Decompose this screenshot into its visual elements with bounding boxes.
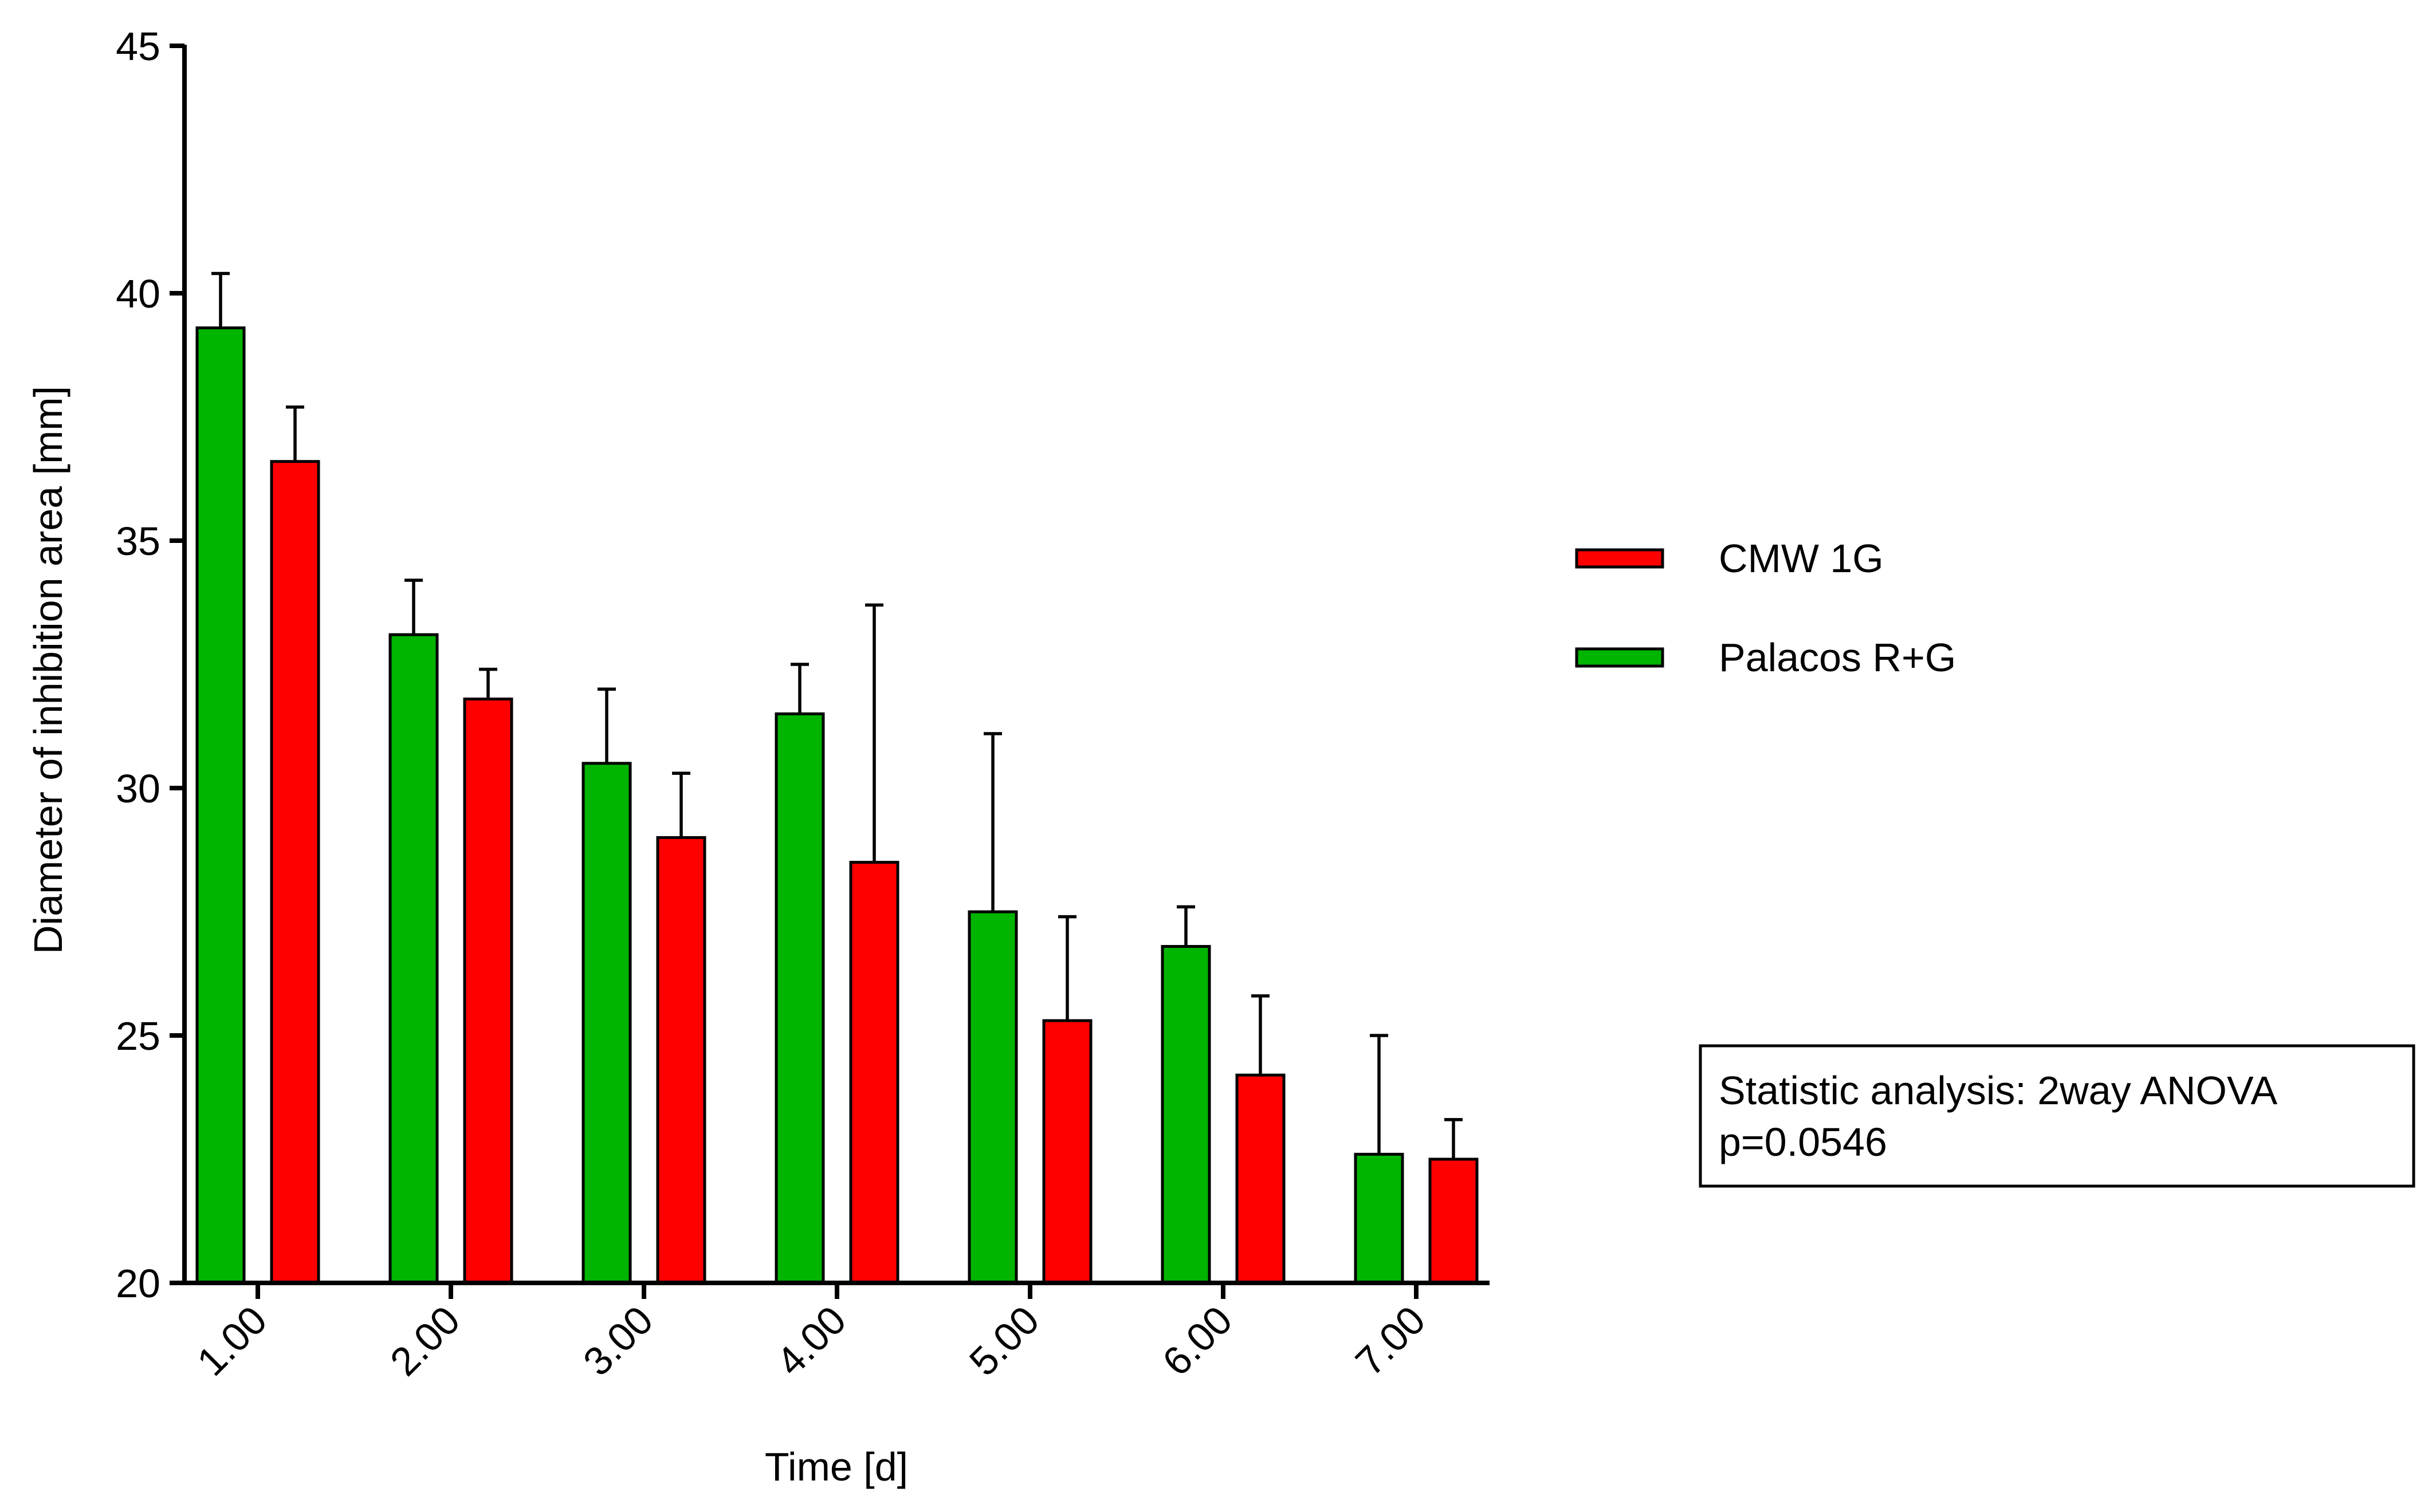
bar-cmw-1g-7 xyxy=(1428,1157,1479,1285)
error-bar-palacos-r-g-3 xyxy=(598,687,616,763)
annotation-line-1: Statistic analysis: 2way ANOVA xyxy=(1719,1068,2277,1113)
error-bar-cmw-1g-7 xyxy=(1444,1118,1463,1159)
annotation-line-2: p=0.0546 xyxy=(1719,1120,1887,1164)
x-tick-label-3: 3.00 xyxy=(575,1297,661,1384)
bar-palacos-r-g-3 xyxy=(582,762,632,1285)
y-tick-label-30: 30 xyxy=(116,766,160,811)
y-ticks-layer: 20 25 30 35 40 45 xyxy=(116,24,184,1306)
error-bar-cmw-1g-6 xyxy=(1251,994,1270,1076)
bar-cmw-1g-3 xyxy=(656,836,706,1285)
bar-palacos-r-g-5 xyxy=(968,910,1018,1285)
error-bar-palacos-r-g-4 xyxy=(791,663,809,714)
bar-palacos-r-g-6 xyxy=(1161,944,1211,1285)
x-tick-label-6: 6.00 xyxy=(1154,1297,1240,1384)
legend-label-cmw-1g: CMW 1G xyxy=(1719,536,1884,581)
x-tick-label-1: 1.00 xyxy=(188,1297,275,1384)
bar-palacos-r-g-1 xyxy=(195,326,246,1285)
legend-label-palacos-r-g: Palacos R+G xyxy=(1719,635,1956,680)
y-tick-label-20: 20 xyxy=(116,1261,160,1306)
x-tick-label-2: 2.00 xyxy=(382,1297,468,1384)
x-axis-title: Time [d] xyxy=(765,1444,908,1489)
statistics-annotation-box: Statistic analysis: 2way ANOVA p=0.0546 xyxy=(1699,1044,2415,1188)
bar-cmw-1g-2 xyxy=(463,697,513,1285)
error-bars-layer xyxy=(211,271,1463,1159)
y-tick-label-25: 25 xyxy=(116,1014,160,1058)
x-tick-label-5: 5.00 xyxy=(961,1297,1047,1384)
bar-cmw-1g-1 xyxy=(270,460,320,1285)
legend: CMW 1G Palacos R+G xyxy=(1575,536,1956,680)
bar-palacos-r-g-4 xyxy=(775,712,825,1285)
bar-palacos-r-g-7 xyxy=(1354,1152,1404,1285)
x-tick-label-4: 4.00 xyxy=(768,1297,854,1384)
y-axis-title: Diameter of inhibition area [mm] xyxy=(26,386,70,954)
annotation-border xyxy=(1699,1044,2415,1188)
bar-cmw-1g-4 xyxy=(849,861,899,1285)
error-bar-cmw-1g-4 xyxy=(865,603,883,863)
legend-swatch-palacos-r-g xyxy=(1575,647,1664,668)
error-bar-cmw-1g-5 xyxy=(1058,915,1076,1021)
bar-cmw-1g-5 xyxy=(1042,1019,1093,1285)
bars-layer xyxy=(195,326,1479,1285)
error-bar-palacos-r-g-6 xyxy=(1177,905,1195,947)
bar-palacos-r-g-2 xyxy=(388,633,439,1285)
bar-cmw-1g-6 xyxy=(1235,1073,1286,1285)
error-bar-palacos-r-g-1 xyxy=(211,271,230,328)
error-bar-cmw-1g-3 xyxy=(672,771,690,838)
error-bar-cmw-1g-1 xyxy=(286,405,304,462)
y-tick-label-40: 40 xyxy=(116,271,160,316)
error-bar-palacos-r-g-2 xyxy=(404,578,423,635)
error-bar-palacos-r-g-7 xyxy=(1370,1034,1388,1155)
x-tick-label-7: 7.00 xyxy=(1347,1297,1433,1384)
y-tick-label-35: 35 xyxy=(116,519,160,564)
x-ticks-layer: 1.00 2.00 3.00 4.00 5.00 6.00 7.00 xyxy=(188,1283,1434,1384)
legend-swatch-cmw-1g xyxy=(1575,548,1664,569)
error-bar-cmw-1g-2 xyxy=(479,667,497,699)
error-bar-palacos-r-g-5 xyxy=(984,732,1002,912)
y-tick-label-45: 45 xyxy=(116,24,160,69)
